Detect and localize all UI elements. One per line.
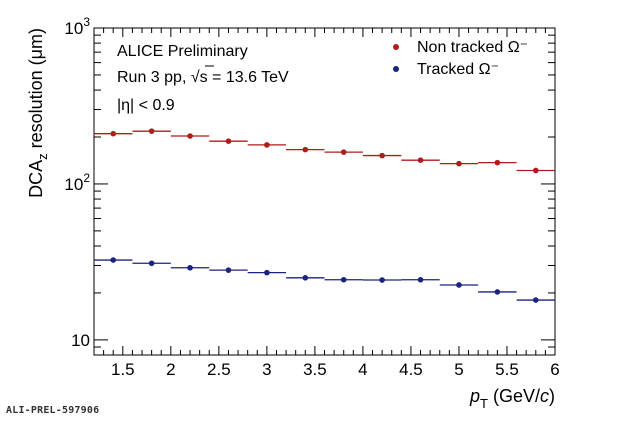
series-non-tracked (94, 128, 555, 174)
data-point (187, 133, 193, 139)
legend-label: Tracked Ω⁻ (417, 61, 499, 78)
y-tick-label: 103 (64, 15, 90, 38)
data-point (148, 128, 155, 134)
axis-labels: 1.5 2 2.5 3 3.5 4 4.5 5 5.5 6 10 102 103 pT (GeV/c) DC… (26, 15, 560, 411)
x-tick-label: 2.5 (207, 360, 231, 379)
series-tracked (94, 257, 555, 303)
data-point (379, 152, 385, 159)
data-point (225, 267, 232, 273)
x-axis-title: pT (GeV/c) (469, 386, 555, 411)
x-tick-label: 1.5 (111, 360, 135, 379)
legend: Non tracked Ω⁻ Tracked Ω⁻ (393, 39, 528, 78)
data-point (302, 275, 309, 281)
x-tick-label: 2 (166, 360, 175, 379)
data-point (225, 138, 232, 144)
data-point (340, 276, 347, 283)
x-tick-label: 4 (358, 360, 367, 379)
series-layer (94, 128, 555, 303)
y-tick-label: 102 (64, 171, 90, 194)
data-point (379, 277, 385, 283)
legend-marker (393, 44, 399, 50)
data-point (187, 264, 193, 271)
data-point (264, 269, 270, 276)
x-tick-label: 6 (550, 360, 559, 379)
annotation-run: Run 3 pp, √s = 13.6 TeV (117, 69, 289, 86)
y-axis-title: DCAz resolution (μm) (26, 28, 50, 198)
preliminary-figure-id: ALI-PREL-597906 (6, 405, 100, 416)
x-tick-label: 5 (454, 360, 463, 379)
data-point (110, 257, 117, 263)
legend-label: Non tracked Ω⁻ (417, 39, 528, 56)
data-point (340, 149, 347, 155)
data-point (532, 167, 539, 174)
data-point (494, 159, 501, 166)
data-point (417, 276, 424, 283)
data-point (302, 146, 309, 153)
data-point (264, 142, 270, 148)
x-tick-label: 5.5 (495, 360, 519, 379)
data-point (456, 160, 462, 167)
annotation-experiment: ALICE Preliminary (117, 43, 248, 60)
axis-ticks (94, 27, 556, 356)
annotation-eta: |η| < 0.9 (117, 97, 175, 114)
data-point (110, 130, 117, 137)
y-tick-label: 10 (71, 331, 90, 350)
data-point (456, 282, 462, 288)
x-tick-label: 3 (262, 360, 271, 379)
data-point (148, 260, 155, 267)
x-tick-label: 4.5 (399, 360, 423, 379)
data-point (494, 289, 501, 295)
annotations: ALICE Preliminary Run 3 pp, √s = 13.6 TeV… (117, 43, 289, 114)
data-point (417, 157, 424, 163)
legend-marker (393, 66, 399, 72)
data-point (532, 297, 539, 303)
x-tick-label: 3.5 (303, 360, 327, 379)
